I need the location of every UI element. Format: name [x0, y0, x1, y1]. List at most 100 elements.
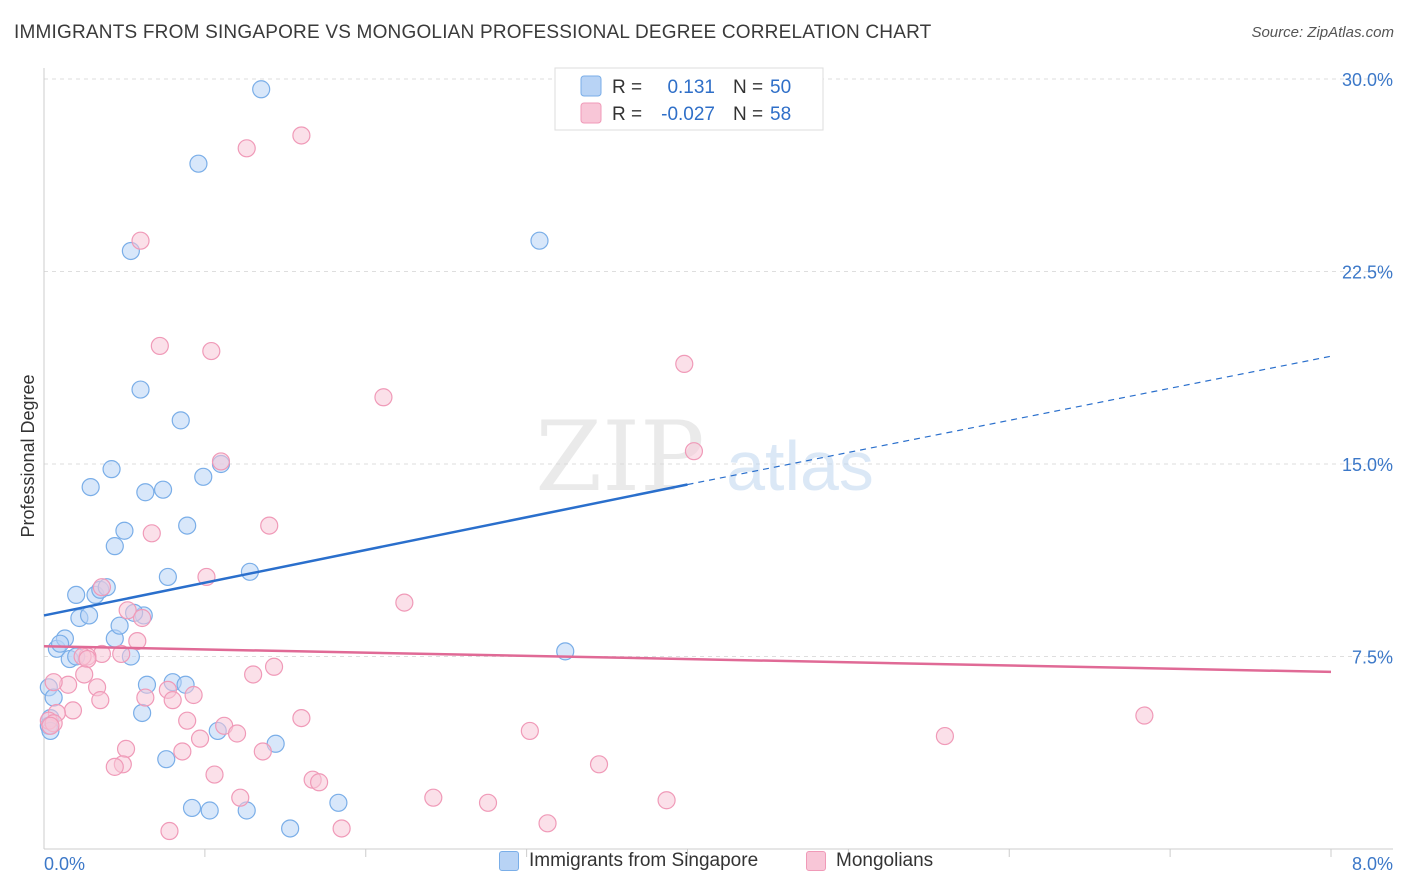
mongolian-point — [78, 649, 97, 669]
mongolian-point — [231, 788, 250, 807]
mongolian-point — [657, 791, 676, 810]
mongolian-point — [424, 788, 443, 807]
watermark-zip: ZIP — [535, 401, 704, 513]
mongolian-point — [675, 354, 694, 373]
singapore-point — [105, 537, 124, 556]
singapore-point — [81, 478, 100, 497]
singapore-point — [102, 460, 121, 479]
mongolian-point — [935, 726, 955, 746]
mongolian-point — [92, 578, 112, 597]
legend-label-singapore: Immigrants from Singapore — [529, 850, 759, 871]
trend-line-singapore — [43, 483, 688, 617]
mongolian-point — [538, 814, 557, 833]
mongolian-point — [128, 631, 147, 651]
source-label: Source: ZipAtlas.com — [1251, 24, 1394, 41]
mongolian-point — [211, 452, 231, 471]
singapore-point — [530, 231, 549, 250]
mongolian-point — [292, 126, 311, 145]
legend-swatch-singapore — [580, 75, 602, 97]
mongolian-point — [1135, 706, 1154, 725]
mongolian-point — [173, 742, 192, 761]
legend-item-singapore: Immigrants from Singapore — [499, 850, 758, 872]
mongolian-point — [160, 821, 179, 841]
trend-line-mongolians — [43, 644, 1332, 674]
chart-title: IMMIGRANTS FROM SINGAPORE VS MONGOLIAN P… — [14, 22, 932, 43]
legend-label-mongolians: Mongolians — [836, 850, 934, 871]
singapore-point — [171, 411, 190, 430]
singapore-point — [200, 801, 219, 820]
mongolian-point — [133, 608, 152, 628]
mongolian-point — [184, 685, 203, 705]
mongolian-point — [142, 524, 161, 543]
mongolian-point — [684, 442, 704, 461]
y-tick-label-2: 22.5% — [1342, 263, 1393, 283]
legend-n-label-2: N = — [733, 104, 763, 125]
mongolian-point — [309, 773, 329, 792]
legend-stats: R = 0.131 N = 50 R = -0.027 N = 58 — [554, 67, 824, 131]
singapore-point — [178, 516, 197, 535]
legend-r-label-2: R = — [612, 104, 642, 125]
series-mongolians-points — [39, 126, 1154, 841]
x-tick-min: 0.0% — [44, 854, 85, 874]
y-tick-labels: 7.5% 15.0% 22.5% 30.0% — [1342, 70, 1393, 668]
singapore-point — [67, 585, 86, 605]
mongolian-point — [75, 665, 94, 684]
legend-series: Immigrants from Singapore Mongolians — [0, 850, 1406, 880]
singapore-point — [157, 750, 176, 769]
mongolian-point — [41, 716, 60, 735]
singapore-point — [153, 480, 173, 499]
y-tick-label-1: 15.0% — [1342, 455, 1393, 475]
legend-r-label-1: R = — [612, 77, 642, 98]
mongolian-point — [112, 644, 131, 664]
mongolian-point — [91, 691, 110, 710]
legend-r-value-1: 0.131 — [667, 77, 715, 98]
singapore-point — [50, 634, 70, 653]
mongolian-point — [374, 388, 393, 407]
mongolian-point — [260, 516, 279, 535]
mongolian-point — [163, 691, 182, 710]
singapore-point — [131, 380, 150, 399]
singapore-point — [281, 819, 300, 838]
singapore-point — [136, 483, 155, 502]
legend-swatch-mongolians — [580, 102, 602, 124]
mongolian-point — [292, 708, 311, 728]
legend-n-value-2: 58 — [770, 104, 791, 125]
singapore-point — [329, 793, 348, 812]
mongolian-point — [589, 755, 609, 774]
singapore-point — [182, 798, 202, 818]
singapore-point — [133, 703, 152, 723]
mongolian-point — [116, 739, 136, 759]
watermark: ZIP atlas — [535, 401, 874, 513]
mongolian-point — [178, 711, 197, 730]
mongolian-point — [44, 673, 63, 692]
legend-swatch-mongolians-bottom — [806, 851, 826, 871]
mongolian-point — [118, 601, 137, 620]
singapore-point — [158, 567, 177, 587]
trend-lines — [43, 355, 1332, 674]
y-axis-label: Professional Degree — [18, 374, 38, 537]
legend-n-value-1: 50 — [770, 77, 791, 98]
mongolian-point — [205, 765, 224, 784]
x-tick-max: 8.0% — [1352, 854, 1393, 874]
mongolian-point — [150, 336, 169, 356]
mongolian-point — [131, 231, 150, 250]
mongolian-point — [136, 688, 155, 707]
mongolian-point — [237, 139, 256, 158]
y-tick-label-3: 30.0% — [1342, 70, 1393, 90]
singapore-point — [44, 688, 63, 707]
mongolian-point — [253, 742, 272, 761]
legend-r-value-2: -0.027 — [661, 104, 715, 125]
trend-line-singapore-extension — [687, 355, 1332, 486]
watermark-atlas: atlas — [726, 427, 874, 505]
mongolian-point — [105, 757, 124, 776]
singapore-point — [252, 80, 271, 99]
singapore-point — [79, 606, 99, 625]
mongolian-point — [244, 665, 263, 684]
mongolian-point — [478, 793, 498, 812]
mongolian-point — [332, 819, 351, 838]
legend-swatch-singapore-bottom — [499, 851, 519, 871]
mongolian-point — [227, 724, 247, 743]
mongolian-point — [63, 701, 83, 720]
legend-n-label-1: N = — [733, 77, 763, 98]
